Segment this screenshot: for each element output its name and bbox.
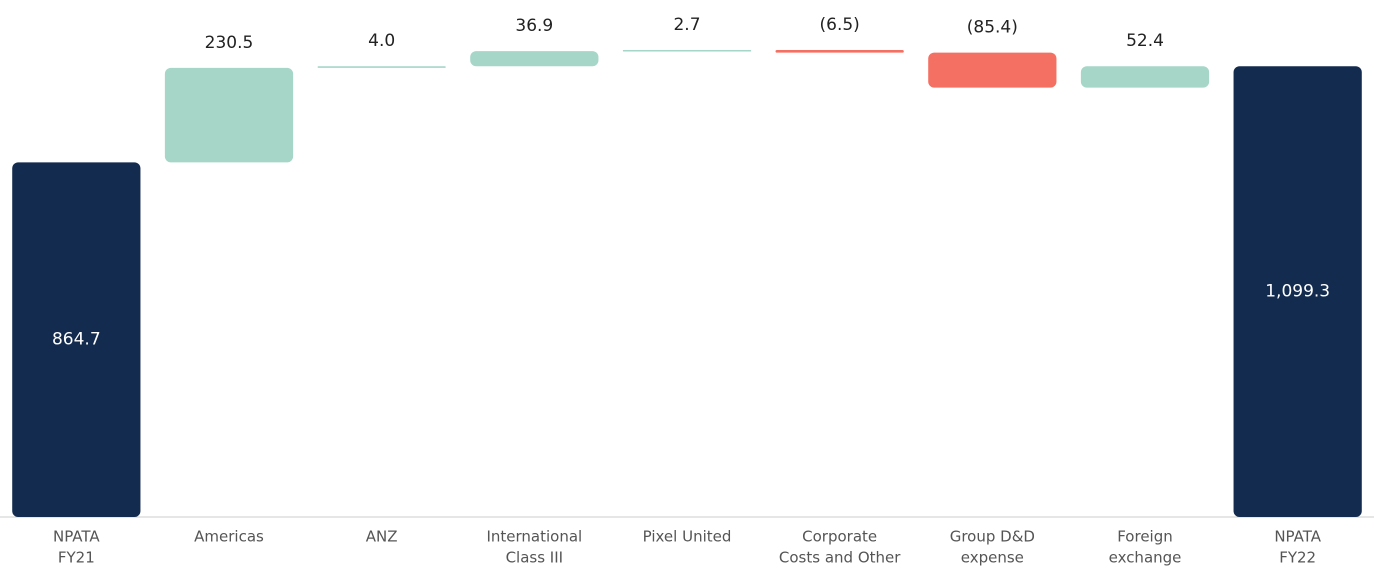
x-tick-label: Class III: [506, 549, 564, 567]
bar: [1080, 66, 1210, 88]
value-label: 36.9: [515, 16, 553, 36]
value-label: 4.0: [368, 31, 395, 51]
bar: [12, 162, 141, 517]
value-label: 52.4: [1126, 31, 1164, 51]
bar: [470, 51, 599, 67]
bar: [775, 50, 904, 53]
x-tick-label: International: [486, 528, 582, 546]
value-label: (6.5): [820, 15, 860, 35]
x-tick-label: Pixel United: [643, 528, 732, 546]
x-tick-label: NPATA: [1274, 528, 1321, 546]
x-tick-label: ANZ: [366, 528, 398, 546]
x-tick-label: exchange: [1109, 549, 1182, 567]
bar: [317, 66, 446, 68]
x-tick-label: FY21: [58, 549, 95, 567]
x-tick-label: Group D&D: [950, 528, 1035, 546]
x-tick-label: FY22: [1279, 549, 1316, 567]
bar: [928, 52, 1057, 88]
x-tick-label: Costs and Other: [779, 549, 901, 567]
x-tick-label: Foreign: [1117, 528, 1173, 546]
value-label: 2.7: [673, 15, 700, 35]
value-label: 1,099.3: [1265, 282, 1330, 302]
bar: [164, 67, 294, 163]
value-label: 230.5: [205, 33, 254, 53]
bar: [622, 50, 752, 52]
bar: [1233, 66, 1362, 518]
x-tick-label: Corporate: [802, 528, 877, 546]
value-label: (85.4): [967, 18, 1018, 38]
value-label: 864.7: [52, 330, 101, 350]
x-tick-label: Americas: [194, 528, 264, 546]
x-tick-label: expense: [961, 549, 1024, 567]
x-tick-label: NPATA: [53, 528, 100, 546]
